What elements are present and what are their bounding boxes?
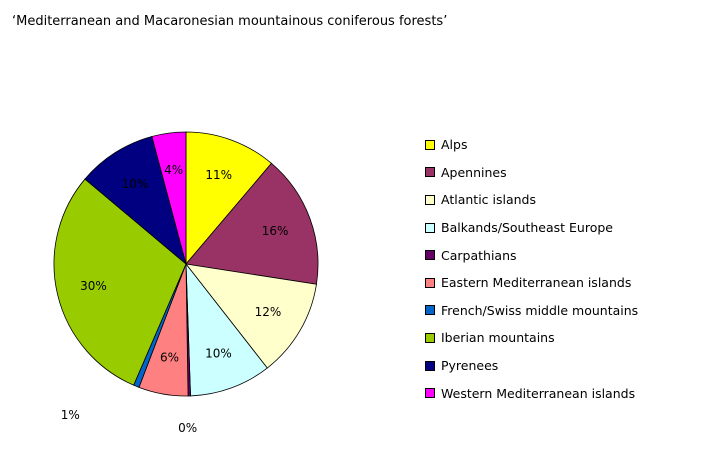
legend-swatch [425,305,435,316]
data-label: 11% [205,168,232,182]
legend-swatch [425,250,435,261]
legend-swatch [425,139,435,150]
legend-item: Iberian mountains [425,324,695,352]
legend-item: Carpathians [425,241,695,269]
pie-slice-balkands-southeast-europe [185,262,268,397]
pie-slice-pyrenees [84,135,187,266]
legend-item: Alps [425,131,695,159]
data-label: 12% [255,305,282,319]
legend-item: Apennines [425,159,695,187]
legend-item: Balkands/Southeast Europe [425,214,695,242]
legend-label: Western Mediterranean islands [441,385,636,401]
legend-item: Eastern Mediterranean islands [425,269,695,297]
data-label: 6% [160,351,179,365]
pie-slice-western-mediterranean-islands [151,131,187,265]
legend-label: Eastern Mediterranean islands [441,275,632,291]
legend-item: Western Mediterranean islands [425,379,695,407]
pie-slice-atlantic-islands [185,263,317,369]
legend-label: French/Swiss middle mountains [441,302,639,318]
data-label: 10% [122,177,149,191]
legend-swatch [425,388,435,399]
data-label: 30% [80,279,107,293]
pie-slice-alps [185,131,272,266]
legend-label: Carpathians [441,247,517,263]
data-label: 10% [205,346,232,360]
legend-label: Atlantic islands [441,192,536,208]
chart-title: ‘Mediterranean and Macaronesian mountain… [12,14,448,29]
legend-label: Balkands/Southeast Europe [441,220,613,236]
legend-swatch [425,222,435,233]
pie-slice-iberian-mountains [53,178,187,386]
data-label: 4% [164,163,183,177]
legend-swatch [425,277,435,288]
chart-legend: Alps Apennines Atlantic islands Balkands/So… [425,131,695,407]
legend-swatch [425,360,435,371]
legend-label: Iberian mountains [441,330,555,346]
data-label: 0% [178,421,197,435]
legend-swatch [425,167,435,178]
data-label: 16% [262,224,289,238]
legend-swatch [425,332,435,343]
pie-slice-apennines [185,162,319,285]
legend-item: French/Swiss middle mountains [425,297,695,325]
legend-item: Atlantic islands [425,186,695,214]
legend-label: Apennines [441,164,507,180]
legend-label: Alps [441,137,468,153]
legend-item: Pyrenees [425,352,695,380]
legend-swatch [425,194,435,205]
data-label: 1% [61,408,80,422]
legend-label: Pyrenees [441,358,499,374]
